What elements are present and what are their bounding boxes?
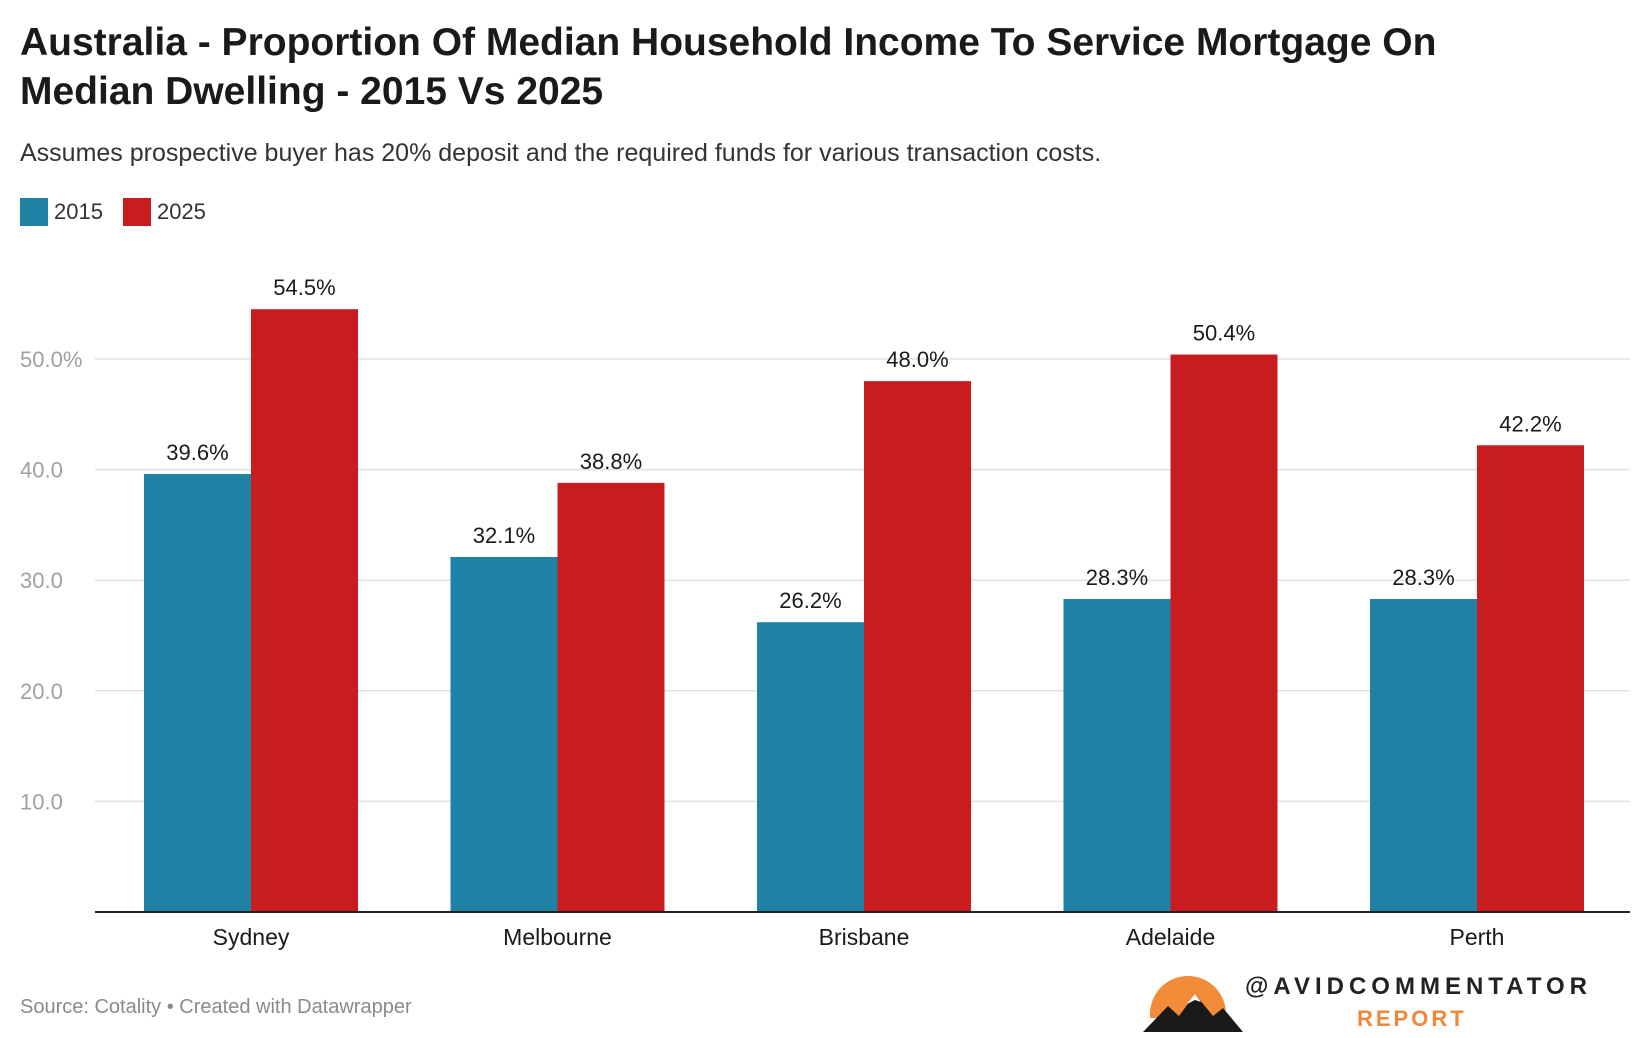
bar-2025 — [557, 482, 665, 912]
chart-title: Australia - Proportion Of Median Househo… — [20, 21, 1437, 113]
legend: 2015 2025 — [20, 198, 206, 226]
data-label: 42.2% — [1499, 411, 1561, 436]
y-tick-label: 40.0 — [20, 458, 63, 483]
bar-2025 — [1170, 354, 1278, 912]
brand-sub: REPORT — [1357, 1006, 1467, 1031]
chart-subtitle: Assumes prospective buyer has 20% deposi… — [20, 139, 1102, 167]
bar-2025 — [251, 309, 358, 913]
x-tick-label: Brisbane — [819, 924, 910, 950]
legend-label-2025: 2025 — [156, 199, 206, 224]
data-label: 38.8% — [580, 449, 642, 474]
data-label: 50.4% — [1193, 321, 1255, 346]
bar-2025 — [864, 381, 971, 912]
data-label: 54.5% — [273, 275, 335, 300]
data-label: 39.6% — [166, 440, 228, 465]
x-tick-label: Adelaide — [1126, 924, 1216, 950]
legend-swatch-2025 — [122, 198, 151, 226]
legend-swatch-2015 — [20, 198, 48, 226]
mountain-icon — [1143, 994, 1243, 1032]
bar-2015 — [450, 556, 558, 912]
data-label: 28.3% — [1086, 565, 1148, 590]
y-tick-label: 50.0% — [20, 347, 82, 372]
data-label: 28.3% — [1392, 565, 1454, 590]
bar-2015 — [1370, 599, 1477, 912]
legend-item-2025: 2025 — [122, 198, 206, 226]
bar-2015 — [144, 474, 251, 912]
brand-logo — [1143, 976, 1243, 1038]
bar-2015 — [1063, 599, 1171, 912]
x-tick-label: Melbourne — [503, 924, 612, 950]
source-note: Source: Cotality • Created with Datawrap… — [20, 996, 412, 1018]
bar-2015 — [757, 622, 864, 912]
legend-item-2015: 2015 — [20, 198, 103, 226]
data-label: 32.1% — [473, 523, 535, 548]
data-label: 48.0% — [886, 347, 948, 372]
x-tick-label: Perth — [1450, 924, 1505, 950]
y-tick-label: 30.0 — [20, 568, 63, 593]
data-label: 26.2% — [779, 588, 841, 613]
brand-handle: @AVIDCOMMENTATOR — [1245, 973, 1592, 1000]
y-tick-label: 20.0 — [20, 679, 63, 704]
x-tick-label: Sydney — [213, 924, 290, 950]
bar-2025 — [1477, 445, 1584, 912]
y-tick-label: 10.0 — [20, 789, 63, 814]
legend-label-2015: 2015 — [54, 199, 103, 224]
